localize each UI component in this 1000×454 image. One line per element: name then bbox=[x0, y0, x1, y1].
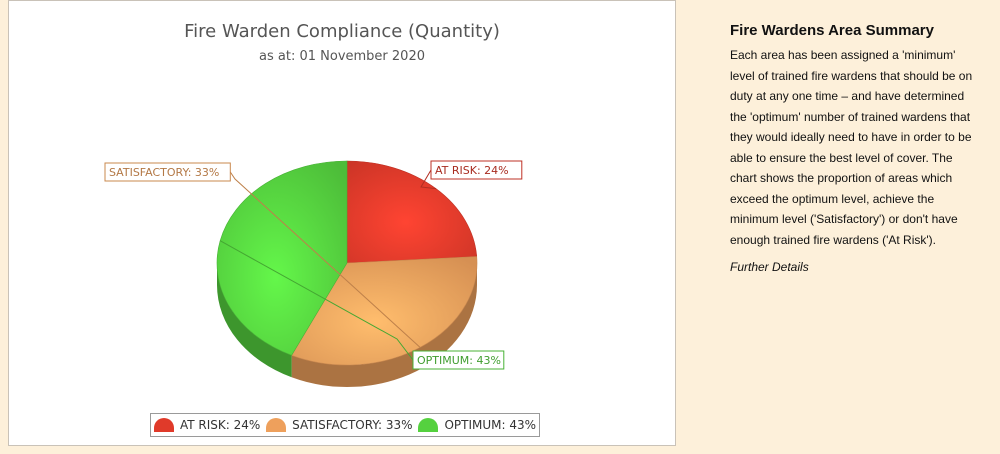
pie-chart: AT RISK: 24% SATISFACTORY: 33% OPTIMUM: 43… bbox=[104, 160, 523, 387]
data-label-box-satisfactory bbox=[104, 162, 231, 182]
further-details-link[interactable]: Further Details bbox=[730, 260, 809, 274]
connector-satisfactory bbox=[229, 171, 421, 348]
info-title: Fire Wardens Area Summary bbox=[730, 22, 934, 39]
chart-panel: Fire Warden Compliance (Quantity) as at:… bbox=[8, 0, 676, 446]
info-body: Each area has been assigned a 'minimum' … bbox=[730, 48, 973, 247]
legend-label-optimum: OPTIMUM: 43% bbox=[444, 418, 537, 432]
connector-optimum bbox=[219, 240, 414, 361]
data-label-box-at-risk bbox=[430, 160, 523, 180]
chart-subtitle: as at: 01 November 2020 bbox=[259, 49, 425, 64]
data-label-box-optimum bbox=[412, 350, 505, 370]
data-label-at-risk: AT RISK: 24% bbox=[435, 164, 509, 177]
data-label-optimum: OPTIMUM: 43% bbox=[417, 354, 501, 367]
connector-at-risk bbox=[420, 169, 437, 190]
pie-side-optimum bbox=[217, 263, 292, 378]
legend-swatch-at-risk bbox=[153, 418, 174, 432]
chart-title: Fire Warden Compliance (Quantity) bbox=[184, 21, 500, 42]
legend-label-satisfactory: SATISFACTORY: 33% bbox=[292, 418, 413, 432]
legend-swatch-optimum bbox=[418, 418, 439, 432]
data-label-satisfactory: SATISFACTORY: 33% bbox=[109, 166, 219, 179]
legend-label-at-risk: AT RISK: 24% bbox=[179, 418, 261, 432]
chart-legend: AT RISK: 24% SATISFACTORY: 33% OPTIMUM: … bbox=[150, 413, 540, 437]
legend-item-at-risk[interactable]: AT RISK: 24% bbox=[153, 418, 261, 432]
info-panel: Fire Wardens Area Summary Each area has … bbox=[730, 22, 980, 274]
legend-swatch-satisfactory bbox=[266, 418, 287, 432]
legend-item-optimum[interactable]: OPTIMUM: 43% bbox=[418, 418, 536, 432]
legend-item-satisfactory[interactable]: SATISFACTORY: 33% bbox=[266, 418, 413, 432]
